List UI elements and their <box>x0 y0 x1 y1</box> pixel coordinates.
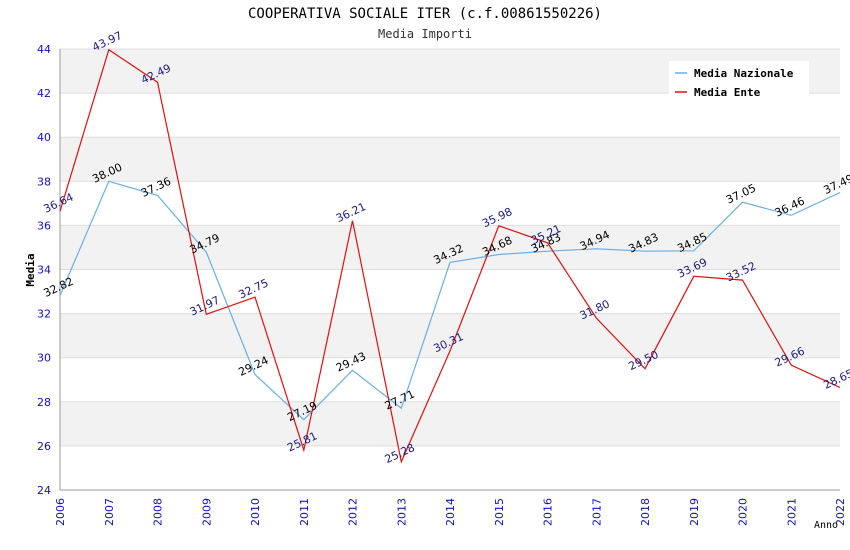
x-tick-label: 2014 <box>444 498 457 526</box>
x-tick-label: 2009 <box>200 498 213 526</box>
x-tick-label: 2010 <box>249 498 262 526</box>
x-tick-label: 2007 <box>103 498 116 526</box>
x-tick-label: 2015 <box>493 498 506 526</box>
x-tick-label: 2016 <box>542 498 555 526</box>
y-tick-label: 38 <box>37 175 51 188</box>
grid-band <box>60 357 840 402</box>
chart-title: COOPERATIVA SOCIALE ITER (c.f.0086155022… <box>247 6 602 22</box>
y-tick-label: 40 <box>37 131 51 144</box>
y-tick-label: 44 <box>37 43 51 56</box>
y-tick-label: 28 <box>37 396 51 409</box>
x-tick-label: 2006 <box>54 498 67 526</box>
y-tick-label: 32 <box>37 308 51 321</box>
legend-label: Media Ente <box>694 86 761 99</box>
grid-band <box>60 401 840 446</box>
grid-band <box>60 445 840 490</box>
legend: Media Nazionale Media Ente <box>669 61 809 99</box>
series-line-media-nazionale <box>59 180 841 421</box>
y-tick-label: 24 <box>37 484 51 497</box>
x-tick-label: 2017 <box>590 498 603 526</box>
grid-band <box>60 137 840 182</box>
x-axis-label: Anno <box>814 520 838 531</box>
x-tick-label: 2019 <box>688 498 701 526</box>
x-tick-label: 2022 <box>834 498 847 526</box>
x-tick-label: 2013 <box>395 498 408 526</box>
series-lines <box>59 48 841 464</box>
x-tick-label: 2020 <box>737 498 750 526</box>
y-tick-label: 26 <box>37 440 51 453</box>
tick-labels: 24 26 28 30 32 34 36 38 40 42 44 2006 2007 2008 2009 20… <box>37 43 847 526</box>
x-tick-label: 2011 <box>298 498 311 526</box>
legend-label: Media Nazionale <box>694 67 794 80</box>
y-axis-label: Media <box>24 253 37 286</box>
y-tick-label: 30 <box>37 352 51 365</box>
chart-subtitle: Media Importi <box>378 27 472 41</box>
series-line-media-ente <box>59 48 841 464</box>
y-tick-label: 36 <box>37 219 51 232</box>
grid-band <box>60 181 840 226</box>
x-tick-label: 2021 <box>785 498 798 526</box>
y-tick-label: 42 <box>37 87 51 100</box>
x-tick-label: 2008 <box>152 498 165 526</box>
x-tick-label: 2012 <box>347 498 360 526</box>
x-tick-label: 2018 <box>639 498 652 526</box>
grid-bands <box>60 49 840 490</box>
axes <box>59 49 840 491</box>
grid-band <box>60 93 840 138</box>
legend-box <box>669 61 809 99</box>
y-tick-label: 34 <box>37 264 51 277</box>
grid-band <box>60 269 840 314</box>
